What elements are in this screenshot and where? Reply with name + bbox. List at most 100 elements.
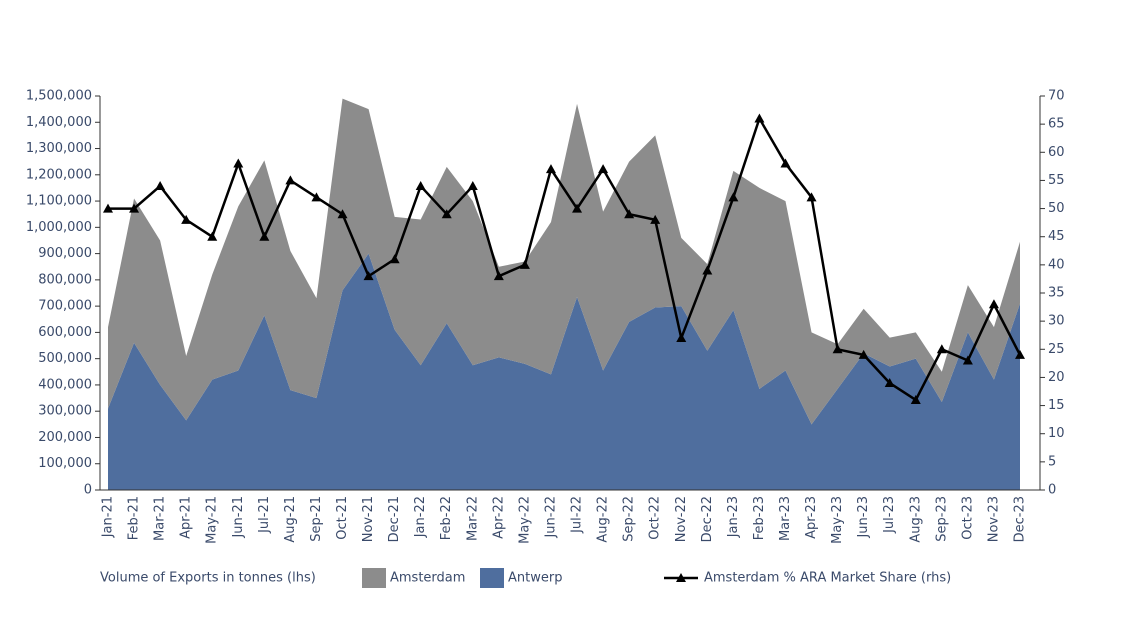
y-tick-label: 200,000: [38, 430, 92, 445]
x-tick-label: Mar-22: [465, 496, 480, 541]
marker: [285, 175, 296, 185]
x-tick-label: Dec-21: [387, 496, 402, 542]
x-tick-label: Jan-23: [726, 496, 741, 538]
x-tick-label: Jun-21: [231, 496, 246, 539]
x-tick-label: May-21: [205, 496, 220, 544]
y-tick-label: 900,000: [38, 246, 92, 261]
marker: [259, 231, 270, 241]
y2-tick-label: 60: [1048, 145, 1065, 160]
y2-tick-label: 45: [1048, 229, 1065, 244]
x-tick-label: Jun-23: [856, 496, 871, 539]
y2-tick-label: 20: [1048, 370, 1065, 385]
y2-tick-label: 40: [1048, 257, 1065, 272]
marker: [1015, 349, 1025, 359]
marker: [181, 214, 192, 224]
marker: [884, 378, 895, 388]
x-tick-label: Aug-22: [596, 496, 611, 543]
x-tick-label: Aug-21: [283, 496, 298, 543]
legend-label: Amsterdam: [390, 571, 465, 586]
marker: [832, 344, 843, 354]
y-tick-label: 0: [84, 483, 92, 498]
x-tick-label: Sep-22: [622, 496, 637, 542]
legend-label: Amsterdam % ARA Market Share (rhs): [704, 571, 951, 586]
y2-tick-label: 0: [1048, 483, 1056, 498]
marker: [129, 203, 140, 213]
y-tick-label: 800,000: [38, 272, 92, 287]
y2-tick-label: 65: [1048, 117, 1065, 132]
y2-tick-label: 55: [1048, 173, 1065, 188]
marker: [806, 192, 817, 202]
x-tick-label: Nov-21: [361, 496, 376, 542]
y-tick-label: 1,000,000: [26, 220, 92, 235]
y-tick-label: 400,000: [38, 377, 92, 392]
marker: [311, 192, 322, 202]
x-tick-label: Feb-22: [439, 496, 454, 540]
y-tick-label: 1,200,000: [26, 167, 92, 182]
marker: [493, 271, 504, 281]
marker: [728, 192, 739, 202]
marker: [103, 203, 113, 213]
marker: [207, 231, 218, 241]
y-tick-label: 1,300,000: [26, 141, 92, 156]
x-tick-label: Sep-21: [309, 496, 324, 542]
y-tick-label: 700,000: [38, 299, 92, 314]
marker: [702, 265, 713, 275]
y2-tick-label: 30: [1048, 314, 1065, 329]
marker: [389, 254, 400, 264]
x-tick-label: May-23: [830, 496, 845, 544]
x-tick-label: Jun-22: [543, 496, 558, 539]
x-tick-label: Feb-23: [752, 496, 767, 540]
x-tick-label: Mar-21: [153, 496, 168, 541]
legend-swatch: [362, 568, 386, 588]
marker: [572, 203, 583, 213]
x-tick-label: Apr-22: [491, 496, 506, 539]
y-tick-label: 1,500,000: [26, 89, 92, 104]
x-tick-label: Aug-23: [908, 496, 923, 543]
marker: [519, 259, 530, 269]
x-tick-label: May-22: [517, 496, 532, 544]
y-tick-label: 500,000: [38, 351, 92, 366]
y2-tick-label: 15: [1048, 398, 1065, 413]
marker: [858, 349, 869, 359]
marker: [441, 209, 452, 219]
y2-tick-label: 35: [1048, 286, 1065, 301]
marker: [936, 344, 947, 354]
marker: [780, 158, 791, 168]
marker: [676, 333, 687, 343]
y-tick-label: 300,000: [38, 404, 92, 419]
marker: [624, 209, 635, 219]
y-tick-label: 1,400,000: [26, 115, 92, 130]
marker: [155, 181, 166, 191]
share-line: [108, 115, 1022, 402]
y-tick-label: 1,100,000: [26, 194, 92, 209]
marker: [415, 181, 426, 191]
x-tick-label: Apr-23: [804, 496, 819, 539]
x-tick-label: Jan-21: [101, 496, 116, 538]
x-tick-label: Oct-21: [335, 496, 350, 540]
marker: [545, 164, 556, 174]
y2-tick-label: 5: [1048, 454, 1056, 469]
marker: [910, 394, 921, 404]
x-tick-label: Mar-23: [778, 496, 793, 541]
x-tick-label: Dec-22: [700, 496, 715, 542]
marker: [233, 158, 244, 168]
marker: [988, 299, 999, 309]
marker: [650, 214, 661, 224]
area: [108, 98, 1020, 425]
marker: [363, 271, 374, 281]
marker: [962, 355, 973, 365]
y-tick-label: 100,000: [38, 456, 92, 471]
legend-marker: [676, 573, 686, 582]
marker: [337, 209, 348, 219]
x-tick-label: Dec-23: [1013, 496, 1028, 542]
y2-tick-label: 70: [1048, 89, 1065, 104]
y2-tick-label: 25: [1048, 342, 1065, 357]
legend-title: Volume of Exports in tonnes (lhs): [100, 571, 316, 586]
x-tick-label: Sep-23: [934, 496, 949, 542]
x-tick-label: Jan-22: [413, 496, 428, 538]
y2-tick-label: 50: [1048, 201, 1065, 216]
x-tick-label: Feb-21: [127, 496, 142, 540]
x-tick-label: Jul-22: [570, 496, 585, 534]
x-tick-label: Oct-23: [960, 496, 975, 540]
